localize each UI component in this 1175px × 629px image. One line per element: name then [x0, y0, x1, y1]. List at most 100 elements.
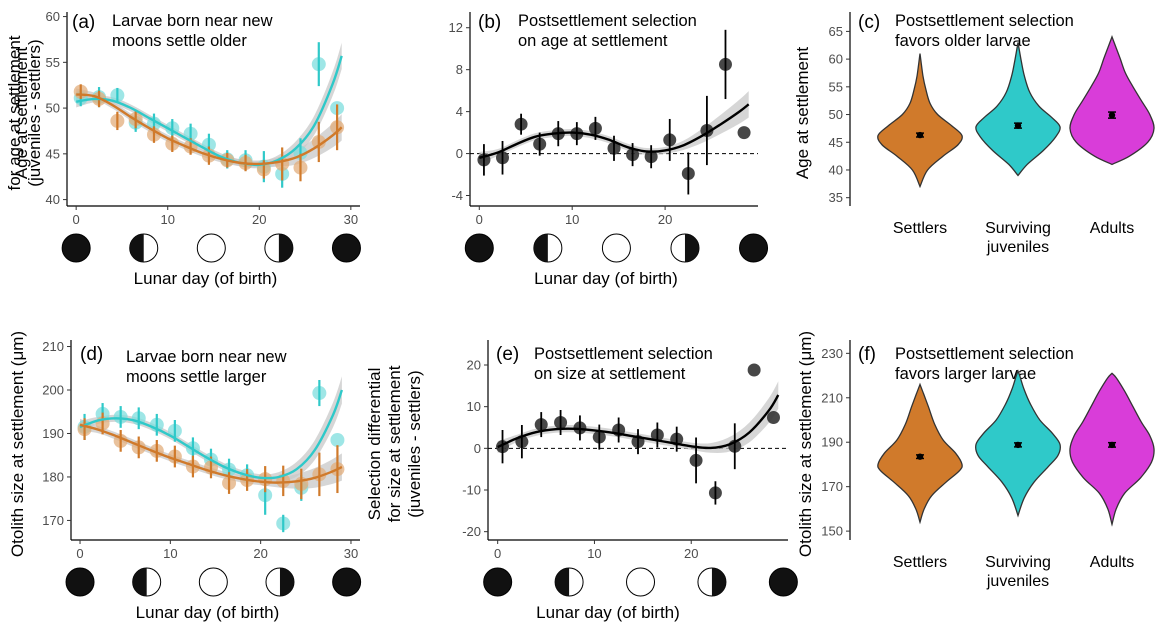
y-axis-title: Selection differential	[365, 368, 384, 521]
last-quarter-shade	[711, 568, 726, 596]
fit-line	[75, 55, 343, 167]
y-tick-label: 45	[829, 135, 843, 150]
mean-point	[1108, 111, 1116, 119]
mean-point	[916, 453, 924, 460]
y-tick-label: 20	[467, 358, 481, 373]
first-quarter-shade	[555, 568, 570, 596]
panel-title: Larvae born near new	[126, 348, 287, 366]
x-tick-label: 20	[684, 546, 698, 561]
y-tick-label: 40	[829, 162, 843, 177]
x-tick-label: 10	[163, 546, 177, 561]
panel-e: -20 -10 0 10 20 Selection differential for siz…	[365, 340, 804, 622]
first-quarter-shade	[129, 234, 144, 262]
panel-title: favors larger larvae	[895, 365, 1036, 383]
data-point	[747, 363, 761, 377]
waning-crescent-moon-icon	[768, 567, 798, 597]
new-moon-icon	[61, 233, 91, 263]
category-label: Surviving	[985, 220, 1051, 237]
waning-crescent-highlight	[354, 569, 368, 595]
x-axis-title: Lunar day (of birth)	[136, 603, 280, 622]
y-tick-label: 45	[46, 146, 60, 161]
panel-label: (f)	[858, 344, 876, 365]
first-quarter-shade	[533, 234, 548, 262]
fit-confidence-band	[76, 42, 342, 169]
panel-title: moons settle larger	[126, 368, 267, 386]
category-label: Settlers	[893, 220, 947, 237]
y-tick-label: 12	[449, 20, 463, 35]
mean-point	[1014, 441, 1022, 449]
panel-title: Postsettlement selection	[895, 12, 1074, 30]
fit-line	[478, 103, 750, 159]
x-tick-label: 0	[494, 546, 501, 561]
category-label: juveniles	[986, 239, 1049, 256]
waning-crescent-highlight	[761, 235, 775, 261]
x-tick-label: 20	[658, 212, 672, 227]
y-tick-label: 210	[821, 390, 843, 405]
y-tick-label: 10	[467, 399, 481, 414]
y-tick-label: 170	[821, 479, 843, 494]
y-tick-label: 55	[46, 55, 60, 70]
y-tick-label: 8	[456, 62, 463, 77]
y-tick-label: 60	[46, 9, 60, 24]
x-tick-label: 0	[73, 212, 80, 227]
x-tick-label: 30	[344, 212, 358, 227]
category-label: Settlers	[893, 554, 947, 571]
waning-crescent-moon-icon	[739, 233, 769, 263]
x-tick-label: 10	[160, 212, 174, 227]
data-point	[766, 411, 780, 424]
y-tick-label: 200	[42, 383, 64, 398]
last-quarter-shade	[278, 234, 293, 262]
y-tick-label: 210	[42, 339, 64, 354]
new-moon-icon	[65, 567, 95, 597]
y-tick-label: -4	[451, 188, 463, 203]
panel-title: Postsettlement selection	[895, 345, 1074, 363]
panel-b: -4 0 4 8 12 Selection differential for age at …	[0, 12, 775, 288]
y-axis-title: Selection differential	[0, 37, 4, 190]
panel-f: 150 170 190 210 230 Otolith size at settlemen…	[796, 331, 1155, 590]
panel-label: (a)	[72, 12, 95, 33]
x-tick-label: 0	[476, 212, 483, 227]
category-label: Adults	[1090, 554, 1134, 571]
x-tick-label: 10	[587, 546, 601, 561]
mean-point	[1014, 122, 1022, 129]
full-moon-icon	[626, 567, 656, 597]
x-tick-label: 10	[565, 212, 579, 227]
panel-title: on size at settlement	[534, 365, 686, 383]
violin-adults	[1069, 35, 1155, 166]
y-tick-label: 50	[829, 107, 843, 122]
violin-settlers	[877, 382, 963, 525]
violin-settlers	[877, 53, 963, 189]
full-moon-icon	[196, 233, 226, 263]
data-point	[737, 126, 751, 140]
y-axis-title: Otolith size at settlement (μm)	[8, 331, 27, 557]
last-quarter-shade	[279, 568, 294, 596]
x-tick-label: 20	[252, 212, 266, 227]
panel-label: (d)	[80, 344, 103, 365]
mean-point	[1108, 441, 1116, 449]
panel-title: Larvae born near new	[112, 12, 273, 30]
mean-point	[916, 131, 924, 139]
y-axis-title: (juveniles - settlers)	[25, 39, 44, 186]
panel-label: (e)	[496, 344, 519, 365]
panel-label: (b)	[478, 12, 501, 33]
x-tick-label: 0	[76, 546, 83, 561]
panel-title: favors older larvae	[895, 32, 1031, 50]
y-axis-title: Age at settlement	[793, 47, 812, 180]
y-tick-label: -10	[462, 483, 481, 498]
y-axis-title: (juveniles - settlers)	[405, 370, 424, 517]
panel-title: on age at settlement	[518, 32, 668, 50]
new-moon-icon	[464, 233, 494, 263]
y-tick-label: 180	[42, 469, 64, 484]
fit-line	[497, 394, 780, 450]
fit-line	[79, 423, 343, 484]
y-tick-label: 190	[42, 426, 64, 441]
first-quarter-shade	[132, 568, 147, 596]
last-quarter-shade	[684, 234, 699, 262]
y-axis-title: Otolith size at settlement (μm)	[796, 331, 815, 557]
category-label: Surviving	[985, 554, 1051, 571]
data-point	[330, 433, 345, 447]
category-label: juveniles	[986, 573, 1049, 590]
new-moon-icon	[483, 567, 513, 597]
